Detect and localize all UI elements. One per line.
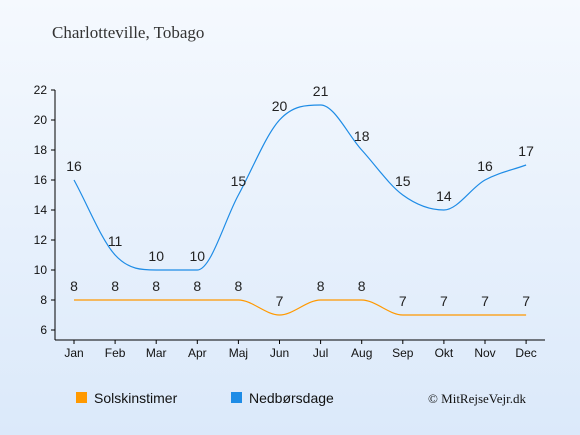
x-tick-label: Aug (351, 346, 372, 360)
data-label-nedborsdage: 21 (313, 83, 329, 99)
data-label-nedborsdage: 18 (354, 128, 370, 144)
data-label-nedborsdage: 20 (272, 98, 288, 114)
data-label-nedborsdage: 15 (231, 173, 247, 189)
x-tick-label: Maj (229, 346, 248, 360)
legend-swatch-solskinstimer (76, 392, 87, 403)
x-tick-label: Nov (474, 346, 495, 360)
x-tick-label: Dec (515, 346, 536, 360)
y-tick-label: 8 (40, 293, 47, 307)
data-label-solskinstimer: 7 (440, 293, 448, 309)
x-tick-label: Okt (435, 346, 454, 360)
x-tick-label: Feb (105, 346, 126, 360)
data-label-solskinstimer: 8 (70, 278, 78, 294)
y-tick-label: 12 (34, 233, 48, 247)
data-label-solskinstimer: 8 (193, 278, 201, 294)
series-line-nedborsdage (73, 104, 527, 271)
y-tick-label: 14 (34, 203, 48, 217)
series-line-solskinstimer (73, 299, 527, 316)
data-label-nedborsdage: 11 (108, 233, 123, 249)
legend-label-nedborsdage: Nedbørsdage (249, 390, 334, 406)
data-label-solskinstimer: 7 (481, 293, 489, 309)
chart-title: Charlotteville, Tobago (52, 23, 204, 42)
y-tick-label: 18 (34, 143, 48, 157)
legend-label-solskinstimer: Solskinstimer (94, 390, 178, 406)
data-label-solskinstimer: 8 (152, 278, 160, 294)
credit-text: © MitRejseVejr.dk (428, 391, 526, 406)
x-tick-label: Apr (188, 346, 207, 360)
data-label-solskinstimer: 7 (522, 293, 530, 309)
legend-swatch-nedborsdage (231, 392, 242, 403)
data-label-nedborsdage: 10 (190, 248, 206, 264)
series-layer (73, 104, 527, 316)
data-label-nedborsdage: 16 (477, 158, 493, 174)
data-label-nedborsdage: 15 (395, 173, 411, 189)
y-tick-label: 20 (34, 113, 48, 127)
data-label-nedborsdage: 17 (518, 143, 534, 159)
y-tick-label: 10 (34, 263, 48, 277)
data-label-nedborsdage: 14 (436, 188, 452, 204)
x-tick-label: Jan (64, 346, 83, 360)
x-tick-label: Jun (270, 346, 289, 360)
y-tick-label: 6 (40, 323, 47, 337)
y-tick-label: 22 (34, 83, 48, 97)
data-labels: 8 8 8 8 8 7 8 8 7 7 7 7 16 11 10 10 15 20 21 18 15 14 16 17 (66, 83, 534, 309)
x-tick-label: Mar (146, 346, 167, 360)
axes: 6 8 10 12 14 16 18 20 22 Jan Feb Mar Apr Maj Jun Jul Aug… (34, 83, 545, 360)
data-label-solskinstimer: 8 (111, 278, 119, 294)
data-label-solskinstimer: 8 (235, 278, 243, 294)
data-label-solskinstimer: 8 (317, 278, 325, 294)
data-label-solskinstimer: 7 (399, 293, 407, 309)
legend: Solskinstimer Nedbørsdage (76, 390, 334, 406)
x-tick-label: Sep (392, 346, 414, 360)
data-label-solskinstimer: 8 (358, 278, 366, 294)
data-label-nedborsdage: 10 (148, 248, 164, 264)
x-tick-label: Jul (313, 346, 328, 360)
data-label-solskinstimer: 7 (276, 293, 284, 309)
y-tick-label: 16 (34, 173, 48, 187)
data-label-nedborsdage: 16 (66, 158, 82, 174)
